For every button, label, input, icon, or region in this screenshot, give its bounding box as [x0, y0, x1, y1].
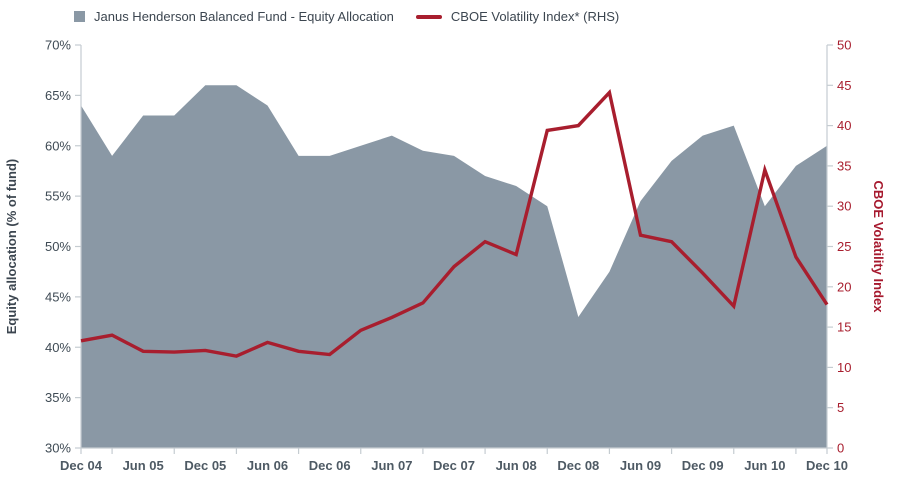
left-axis-tick-label: 50% [45, 239, 71, 254]
x-axis-tick-label: Dec 05 [184, 458, 226, 473]
left-axis-tick-label: 70% [45, 38, 71, 53]
left-axis-tick-label: 45% [45, 289, 71, 304]
right-axis-title: CBOE Volatility Index [871, 181, 886, 314]
legend-label-vix: CBOE Volatility Index* (RHS) [450, 9, 620, 24]
right-axis-tick-label: 0 [837, 441, 844, 456]
right-axis-tick-label: 40 [837, 118, 851, 133]
x-axis-tick-label: Jun 07 [371, 458, 412, 473]
x-axis-tick-label: Jun 05 [123, 458, 164, 473]
x-axis-tick-label: Dec 04 [60, 458, 103, 473]
x-axis-tick-label: Dec 09 [682, 458, 724, 473]
left-axis-tick-label: 60% [45, 138, 71, 153]
legend-label-equity-allocation: Janus Henderson Balanced Fund - Equity A… [94, 9, 394, 24]
chart-plot-group: 70%65%60%55%50%45%40%35%30%5045403530252… [45, 38, 852, 474]
legend-item-vix: CBOE Volatility Index* (RHS) [415, 9, 620, 24]
x-axis-tick-label: Jun 06 [247, 458, 288, 473]
x-axis-tick-label: Dec 10 [806, 458, 848, 473]
x-axis-tick-label: Dec 08 [557, 458, 599, 473]
x-axis-tick-label: Jun 09 [620, 458, 661, 473]
left-axis-tick-label: 40% [45, 340, 71, 355]
right-axis-tick-label: 35 [837, 158, 851, 173]
right-axis-tick-label: 25 [837, 239, 851, 254]
equity-area-swatch-icon [74, 11, 85, 22]
left-axis-tick-label: 35% [45, 390, 71, 405]
left-axis-tick-label: 30% [45, 441, 71, 456]
right-axis-tick-label: 30 [837, 199, 851, 214]
right-axis-tick-label: 20 [837, 279, 851, 294]
x-axis-tick-label: Jun 10 [744, 458, 785, 473]
right-axis-tick-label: 15 [837, 320, 851, 335]
right-axis-tick-label: 50 [837, 38, 851, 53]
legend-item-equity-allocation: Janus Henderson Balanced Fund - Equity A… [74, 9, 394, 24]
vix-line [80, 89, 829, 358]
right-axis-tick-label: 10 [837, 360, 851, 375]
left-axis-tick-label: 55% [45, 189, 71, 204]
left-axis-tick-label: 65% [45, 88, 71, 103]
right-axis-tick-label: 45 [837, 78, 851, 93]
x-axis-tick-label: Dec 06 [309, 458, 351, 473]
chart-legend: Janus Henderson Balanced Fund - Equity A… [74, 9, 619, 24]
vix-line-swatch-icon [415, 14, 442, 19]
x-axis-tick-label: Dec 07 [433, 458, 475, 473]
left-axis-title: Equity allocation (% of fund) [4, 159, 19, 335]
right-axis-tick-label: 5 [837, 400, 844, 415]
x-axis-tick-label: Jun 08 [496, 458, 537, 473]
